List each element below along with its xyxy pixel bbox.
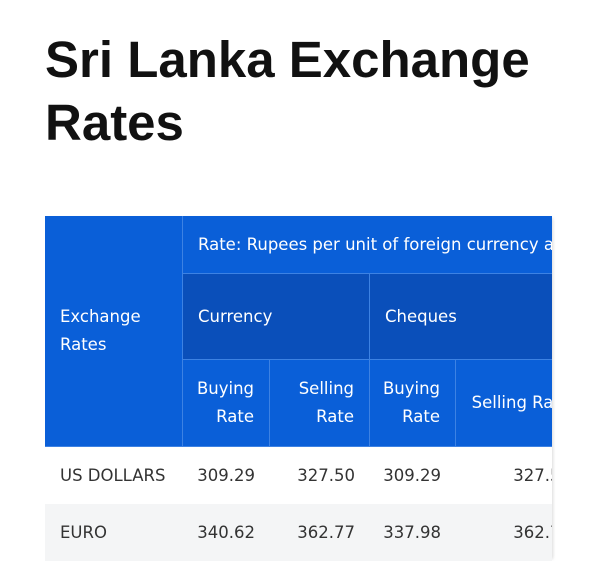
note-header: Rate: Rupees per unit of foreign currenc… — [183, 216, 552, 274]
currency-name: US DOLLARS — [45, 447, 183, 504]
sub-header: Selling Rate — [456, 360, 552, 447]
group-header: Currency — [183, 274, 370, 360]
currency-name: EURO — [45, 504, 183, 561]
sub-header: Buying Rate — [183, 360, 270, 447]
rate-cell: 309.29 — [370, 447, 456, 504]
sub-header: Selling Rate — [270, 360, 370, 447]
rate-cell: 340.62 — [183, 504, 270, 561]
group-header: Cheques — [370, 274, 552, 360]
sub-header: Buying Rate — [370, 360, 456, 447]
rate-cell: 327.50 — [456, 447, 552, 504]
rate-cell: 337.98 — [370, 504, 456, 561]
rate-cell: 309.29 — [183, 447, 270, 504]
rate-cell: 327.50 — [270, 447, 370, 504]
corner-header: Exchange Rates — [45, 216, 183, 447]
rate-cell: 362.77 — [270, 504, 370, 561]
page-title: Sri Lanka Exchange Rates — [45, 31, 530, 151]
rate-cell: 362.77 — [456, 504, 552, 561]
exchange-table: Exchange Rates Rate: Rupees per unit of f… — [45, 216, 552, 561]
